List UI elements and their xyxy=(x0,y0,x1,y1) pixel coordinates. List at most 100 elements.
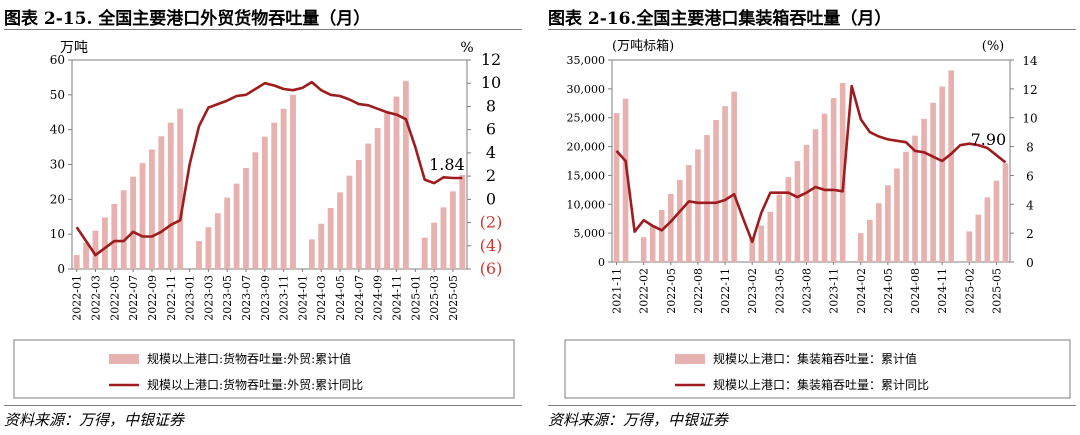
right-bar xyxy=(876,203,882,262)
left-x-tick-label: 2022-09 xyxy=(146,275,159,321)
right-last-value-label: 7.90 xyxy=(971,130,1007,149)
left-bar xyxy=(393,96,400,269)
right-source-note: 资料来源：万得，中银证券 xyxy=(548,411,729,429)
left-left-tick-label: 60 xyxy=(50,53,65,67)
right-left-tick-label: 10,000 xyxy=(567,198,606,211)
right-bar xyxy=(794,161,801,262)
right-left-tick-label: 15,000 xyxy=(567,169,606,182)
left-right-unit: % xyxy=(460,40,473,56)
left-bar xyxy=(130,176,137,269)
left-bar xyxy=(261,136,268,269)
left-bar xyxy=(252,152,259,269)
right-title-rule xyxy=(548,29,1076,30)
left-legend-box xyxy=(13,339,515,399)
left-x-tick-label: 2022-03 xyxy=(90,275,103,321)
right-yoy-line xyxy=(615,84,1007,244)
right-right-tick-label: 8 xyxy=(1026,141,1034,155)
right-bar xyxy=(857,233,864,262)
right-bar xyxy=(839,83,846,262)
right-bar xyxy=(1002,163,1009,262)
right-bar xyxy=(622,98,629,262)
left-bar xyxy=(111,203,118,269)
right-bar xyxy=(640,237,647,262)
right-left-tick-label: 20,000 xyxy=(567,141,606,154)
left-right-tick-label: 2 xyxy=(486,166,496,185)
left-bar xyxy=(158,136,165,269)
right-bar xyxy=(885,185,891,262)
left-x-tick-label: 2024-05 xyxy=(334,275,347,321)
left-chart-title: 图表 2-15. 全国主要港口外贸货物吞吐量（月） xyxy=(4,9,371,29)
left-title-rule xyxy=(4,29,522,30)
left-x-tick-label: 2023-05 xyxy=(221,275,234,321)
right-x-tick-label: 2024-02 xyxy=(855,268,868,314)
left-bar xyxy=(374,127,381,269)
right-legend-line-label: 规模以上港口：集装箱吞吐量：累计同比 xyxy=(713,377,929,392)
left-bar xyxy=(384,112,390,270)
right-x-tick-label: 2024-08 xyxy=(909,268,922,314)
left-bar xyxy=(167,122,174,269)
right-x-tick-label: 2025-02 xyxy=(963,268,976,314)
left-bar xyxy=(421,237,428,269)
right-bar xyxy=(613,113,620,263)
right-chart-title: 图表 2-16.全国主要港口集装箱吞吐量（月） xyxy=(548,9,892,29)
left-x-tick-label: 2022-11 xyxy=(165,275,178,321)
left-right-tick-label: 12 xyxy=(481,50,501,69)
left-bar xyxy=(355,159,362,269)
left-bar xyxy=(459,174,466,269)
left-x-tick-label: 2024-07 xyxy=(353,275,366,321)
left-x-tick-label: 2022-01 xyxy=(71,275,84,321)
left-right-tick-label: 0 xyxy=(486,189,496,208)
left-bar xyxy=(365,143,372,269)
right-left-tick-label: 30,000 xyxy=(567,83,606,96)
right-x-tick-label: 2022-02 xyxy=(638,268,651,314)
left-bar xyxy=(440,207,447,269)
right-bar xyxy=(812,129,819,262)
right-bar xyxy=(803,144,810,262)
right-right-tick-label: 6 xyxy=(1026,169,1034,183)
right-bar xyxy=(713,120,719,262)
left-left-tick-label: 10 xyxy=(50,227,65,241)
left-right-tick-label: 8 xyxy=(486,96,496,115)
left-bar xyxy=(449,191,456,269)
right-right-tick-label: 0 xyxy=(1026,256,1034,270)
right-bar xyxy=(939,86,945,262)
right-right-tick-label: 12 xyxy=(1022,83,1037,97)
left-x-tick-label: 2024-11 xyxy=(390,275,403,321)
right-bar xyxy=(686,165,692,262)
left-chart: 万吨 % 0 10 20 30 40 50 60 (6) (4) (2) 0 2 4 6 8 10 12 1.84 20… xyxy=(13,40,515,399)
left-x-tick-label: 2023-11 xyxy=(278,275,291,321)
right-bar xyxy=(649,225,656,262)
right-legend-box xyxy=(564,339,1071,399)
right-bar xyxy=(731,91,737,262)
right-left-tick-label: 35,000 xyxy=(567,54,606,67)
right-x-tick-label: 2023-11 xyxy=(828,268,841,314)
left-bar xyxy=(233,183,240,269)
right-bar xyxy=(677,180,683,262)
left-x-tick-label: 2023-01 xyxy=(184,275,197,321)
right-x-tick-label: 2022-05 xyxy=(665,268,678,314)
left-x-tick-label: 2022-07 xyxy=(127,275,140,321)
left-bar xyxy=(346,175,353,269)
right-source-rule xyxy=(548,405,1076,406)
left-right-tick-label: 10 xyxy=(481,73,501,92)
left-bar xyxy=(214,213,221,269)
right-left-unit: (万吨标箱) xyxy=(612,38,674,54)
right-x-tick-label: 2022-11 xyxy=(719,268,732,314)
left-right-tick-label: 4 xyxy=(486,143,496,162)
left-legend-bar-label: 规模以上港口:货物吞吐量:外贸:累计值 xyxy=(147,351,351,366)
left-left-tick-label: 0 xyxy=(57,262,65,276)
right-bar xyxy=(948,70,955,262)
left-x-tick-label: 2024-03 xyxy=(315,275,328,321)
right-x-tick-label: 2024-05 xyxy=(882,268,895,314)
left-right-tick-label: 6 xyxy=(486,120,496,139)
right-bar xyxy=(966,231,973,262)
left-bar xyxy=(120,190,127,269)
right-x-tick-label: 2024-11 xyxy=(936,268,949,314)
right-bar xyxy=(695,149,701,262)
left-bar xyxy=(205,227,212,269)
right-bar xyxy=(975,214,982,262)
right-bar xyxy=(749,237,756,262)
right-bar xyxy=(704,135,710,262)
right-legend-bar-label: 规模以上港口：集装箱吞吐量：累计值 xyxy=(713,351,917,366)
